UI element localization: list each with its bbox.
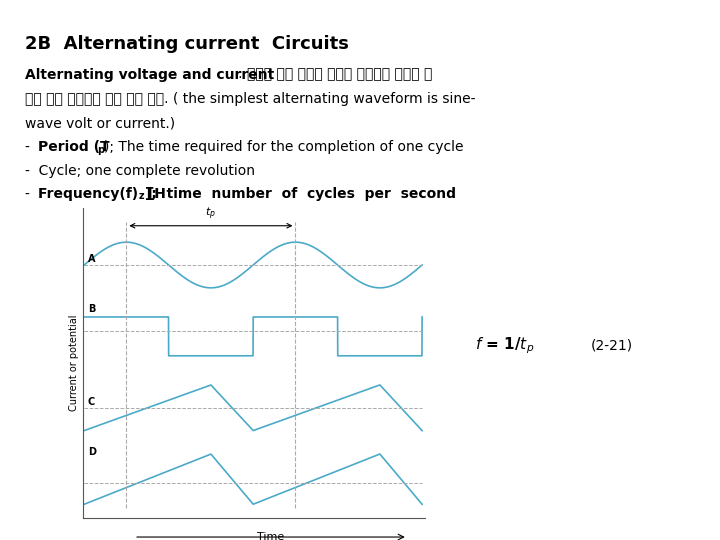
Text: D: D [88,447,96,457]
Text: -: - [25,187,39,201]
Text: -  Cycle; one complete revolution: - Cycle; one complete revolution [25,164,255,178]
Text: Frequency(f)  [H: Frequency(f) [H [38,187,166,201]
Text: -: - [25,140,39,154]
Text: z: z [139,191,145,201]
Text: $\mathit{t}_p$: $\mathit{t}_p$ [205,206,216,222]
Text: ); The time required for the completion of one cycle: ); The time required for the completion … [104,140,464,154]
Text: 2B  Alternating current  Circuits: 2B Alternating current Circuits [25,35,349,53]
Text: Alternating voltage and current: Alternating voltage and current [25,68,274,82]
Text: (2-21): (2-21) [590,339,633,353]
Text: p: p [97,145,104,155]
Text: A: A [88,254,95,264]
Text: ];  time  number  of  cycles  per  second: ]; time number of cycles per second [145,187,456,201]
Text: $\mathit{f}$ = 1/$\mathit{t}$$_p$: $\mathit{f}$ = 1/$\mathit{t}$$_p$ [475,335,534,356]
Text: Time: Time [257,532,284,540]
Text: Period (T: Period (T [38,140,109,154]
Text: wave volt or current.): wave volt or current.) [25,116,176,130]
Text: 화가 계속 반복되는 전압 또는 전류. ( the simplest alternating waveform is sine-: 화가 계속 반복되는 전압 또는 전류. ( the simplest alte… [25,92,476,106]
Text: C: C [88,397,95,407]
Text: : 시간에 따라 방향과 크기가 변화하며 똑같은 변: : 시간에 따라 방향과 크기가 변화하며 똑같은 변 [238,68,432,82]
Y-axis label: Current or potential: Current or potential [68,315,78,411]
Text: B: B [88,304,95,314]
